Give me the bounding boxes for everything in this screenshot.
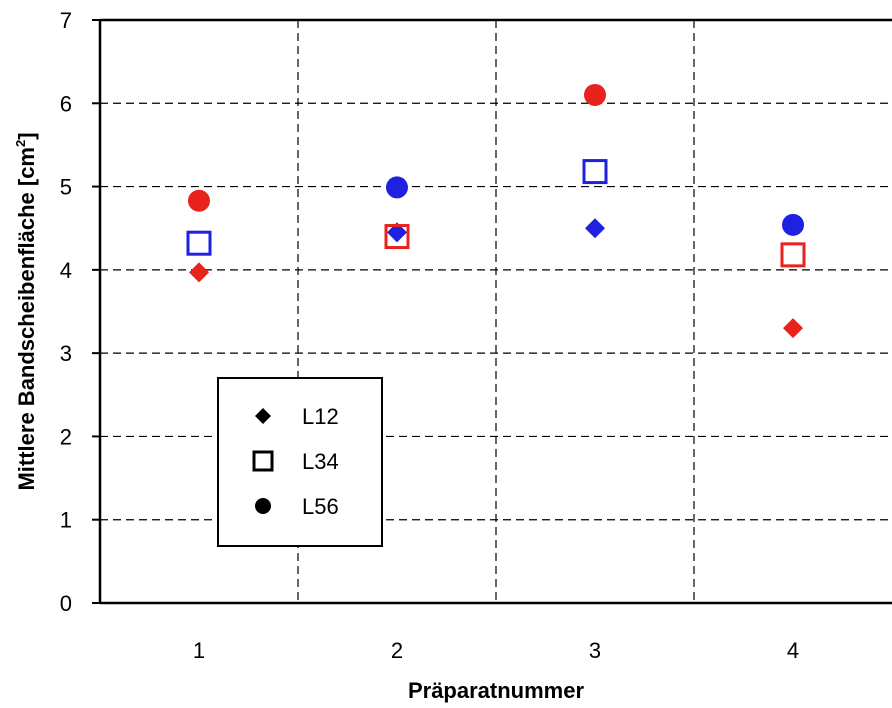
legend-marker-l34 (252, 450, 274, 472)
y-tick-label: 7 (60, 8, 72, 33)
data-point-l34 (186, 230, 212, 256)
y-tick-label: 3 (60, 341, 72, 366)
y-axis-title-main: Mittlere Bandscheibenfläche [cm (14, 147, 39, 491)
legend: L12 L34 L56 (217, 377, 383, 547)
legend-box (217, 377, 383, 547)
y-tick-label: 1 (60, 508, 72, 533)
y-tick-label: 6 (60, 91, 72, 116)
data-point-l12 (585, 218, 605, 239)
tick-labels: 0 1 2 3 4 5 6 7 1 2 3 4 (60, 8, 799, 663)
data-point-l12 (783, 318, 803, 339)
data-point-l34 (582, 159, 608, 185)
legend-marker-l56 (255, 498, 271, 514)
data-point-l34 (780, 242, 806, 268)
legend-label-l56: L56 (302, 494, 339, 519)
legend-label-l12: L12 (302, 404, 339, 429)
data-point-l56 (386, 176, 408, 199)
y-tick-label: 0 (60, 591, 72, 616)
y-tick-label: 4 (60, 258, 72, 283)
data-points (186, 83, 806, 339)
x-tick-label: 2 (391, 638, 403, 663)
y-axis-title-suffix: ] (14, 132, 39, 139)
data-point-l56 (188, 189, 210, 212)
x-tick-label: 1 (193, 638, 205, 663)
x-axis-title: Präparatnummer (408, 678, 585, 703)
data-point-l34 (384, 224, 410, 250)
data-point-l56 (782, 213, 804, 236)
x-tick-label: 3 (589, 638, 601, 663)
data-point-l12 (189, 262, 209, 283)
y-tick-label: 2 (60, 424, 72, 449)
y-axis-title: Mittlere Bandscheibenfläche [cm2] (13, 132, 39, 490)
axes (98, 18, 892, 605)
legend-label-l34: L34 (302, 449, 339, 474)
data-point-l12 (387, 222, 407, 243)
data-point-l56 (584, 83, 606, 106)
y-axis-title-superscript: 2 (13, 140, 28, 147)
y-tick-label: 5 (60, 175, 72, 200)
legend-marker-l12 (255, 408, 271, 424)
x-tick-label: 4 (787, 638, 799, 663)
